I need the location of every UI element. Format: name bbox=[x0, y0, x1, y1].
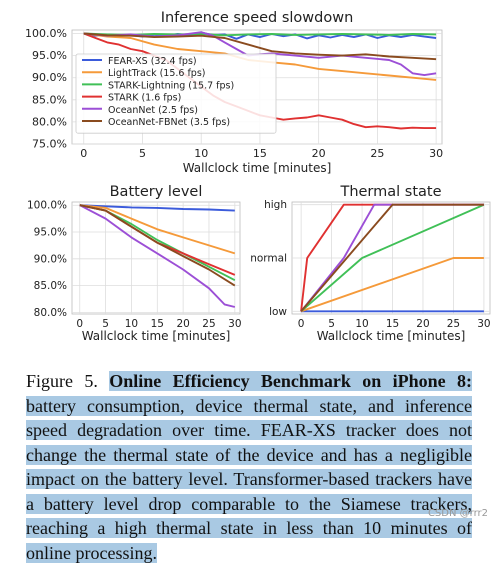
legend-label: LightTrack (15.6 fps) bbox=[108, 68, 206, 79]
speed-ytick-label: 100.0% bbox=[25, 27, 67, 40]
battery-series-oceannet-fbnet bbox=[79, 204, 236, 287]
battery-chart: 80.0% 85.0% 90.0% 95.0% 100.0% 0 5 10 15 20 25 30 Ba… bbox=[27, 184, 242, 343]
legend-label: FEAR-XS (32.4 fps) bbox=[108, 56, 197, 67]
legend-label: OceanNet-FBNet (3.5 fps) bbox=[108, 117, 230, 128]
battery-ytick-label: 85.0% bbox=[34, 280, 67, 292]
legend-label: OceanNet (2.5 fps) bbox=[108, 105, 198, 116]
thermal-series-oceannet-fbnet bbox=[300, 203, 484, 312]
thermal-series-lighttrack bbox=[300, 257, 484, 313]
caption-body: battery consumption, device thermal stat… bbox=[26, 395, 472, 563]
speed-chart: 75.0% 80.0% 85.0% 90.0% 95.0% 100.0% 0 5 10 15 20 2… bbox=[25, 10, 443, 175]
battery-xlabel: Wallclock time [minutes] bbox=[82, 329, 231, 343]
speed-xtick-label: 30 bbox=[429, 147, 443, 160]
battery-ytick-label: 95.0% bbox=[34, 227, 67, 239]
thermal-ytick-label: normal bbox=[250, 253, 287, 265]
speed-xtick-label: 20 bbox=[312, 147, 326, 160]
battery-plot-area bbox=[71, 201, 241, 315]
thermal-series-stark-lightning bbox=[300, 203, 485, 313]
speed-ytick-label: 80.0% bbox=[32, 115, 67, 128]
battery-xtick-label: 10 bbox=[125, 318, 138, 330]
thermal-ytick-label: high bbox=[264, 199, 287, 211]
speed-series-oceannet-fbnet-3-5-fps bbox=[83, 32, 437, 61]
thermal-xtick-label: 15 bbox=[386, 318, 399, 330]
battery-xtick-label: 5 bbox=[102, 318, 109, 330]
battery-xtick-label: 15 bbox=[151, 318, 164, 330]
speed-ytick-label: 95.0% bbox=[32, 49, 67, 62]
speed-xtick-label: 25 bbox=[370, 147, 384, 160]
battery-xtick-label: 30 bbox=[228, 318, 241, 330]
legend-box bbox=[75, 53, 277, 134]
battery-ytick-label: 100.0% bbox=[27, 200, 67, 212]
speed-series-stark-lightning-15-7-fps bbox=[83, 32, 437, 37]
battery-ytick-label: 80.0% bbox=[34, 307, 67, 319]
caption-label: Figure 5. bbox=[26, 371, 98, 391]
speed-xtick-label: 0 bbox=[80, 147, 87, 160]
speed-ytick-label: 90.0% bbox=[32, 71, 67, 84]
battery-title: Battery level bbox=[110, 184, 203, 200]
battery-series-lighttrack bbox=[79, 204, 236, 255]
battery-xtick-label: 20 bbox=[176, 318, 189, 330]
figure-caption: Figure 5. Online Efficiency Benchmark on… bbox=[26, 369, 473, 565]
battery-ytick-label: 90.0% bbox=[34, 253, 67, 265]
battery-series-oceannet bbox=[79, 204, 236, 308]
legend-label: STARK-Lightning (15.7 fps) bbox=[108, 80, 234, 91]
legend-label: STARK (1.6 fps) bbox=[108, 93, 181, 104]
speed-xtick-label: 10 bbox=[194, 147, 208, 160]
thermal-xtick-label: 25 bbox=[447, 318, 460, 330]
speed-ytick-label: 85.0% bbox=[32, 93, 67, 106]
speed-xlabel: Wallclock time [minutes] bbox=[183, 161, 332, 175]
speed-xtick-label: 15 bbox=[253, 147, 267, 160]
thermal-xlabel: Wallclock time [minutes] bbox=[317, 329, 466, 343]
battery-series-fear-xs bbox=[79, 204, 235, 212]
battery-xtick-label: 0 bbox=[76, 318, 83, 330]
speed-xtick-label: 5 bbox=[139, 147, 146, 160]
thermal-title: Thermal state bbox=[339, 184, 441, 200]
speed-ytick-label: 75.0% bbox=[32, 138, 67, 151]
thermal-xtick-label: 30 bbox=[477, 318, 490, 330]
thermal-ytick-label: low bbox=[269, 306, 287, 318]
speed-title: Inference speed slowdown bbox=[161, 10, 354, 26]
thermal-chart: low normal high 0 5 10 15 20 25 30 Thermal state Wa… bbox=[250, 184, 490, 343]
thermal-xtick-label: 0 bbox=[298, 318, 305, 330]
caption-title: Online Efficiency Benchmark on iPhone 8: bbox=[109, 371, 473, 391]
thermal-xtick-label: 20 bbox=[416, 318, 429, 330]
watermark: CSDN @rrr2 bbox=[427, 508, 488, 519]
battery-xtick-label: 25 bbox=[202, 318, 215, 330]
thermal-xtick-label: 5 bbox=[328, 318, 335, 330]
thermal-xtick-label: 10 bbox=[355, 318, 368, 330]
